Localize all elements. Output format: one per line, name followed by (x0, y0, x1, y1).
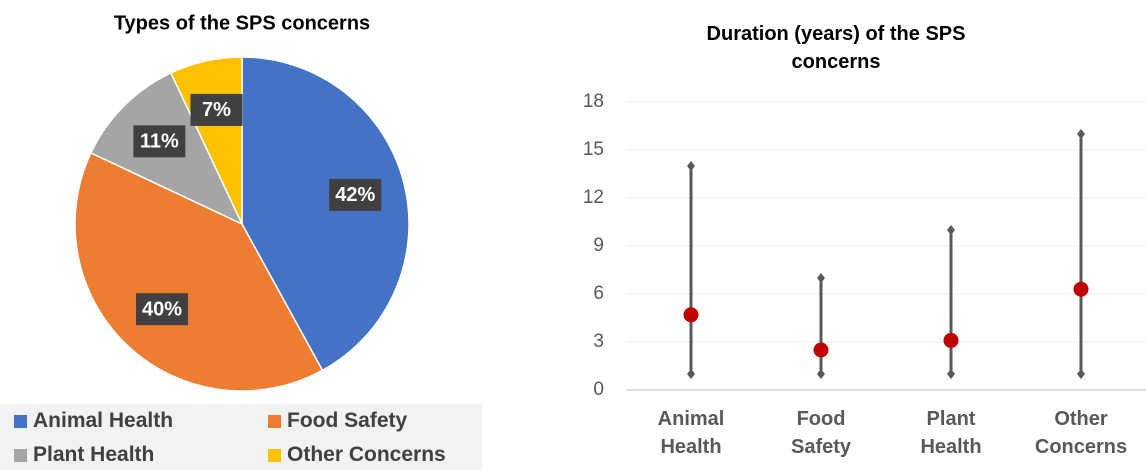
y-tick-label: 0 (593, 379, 604, 400)
legend-item: Food Safety (268, 406, 407, 436)
label-box (135, 293, 188, 326)
legend-swatch (268, 448, 281, 462)
range-end (817, 369, 825, 379)
x-tick-label: Other Concerns (1034, 408, 1128, 458)
mean-dot (683, 307, 699, 323)
data-label: 40% (142, 298, 182, 320)
y-tick-label: 6 (593, 283, 604, 304)
label-box (133, 125, 186, 158)
range-end (687, 369, 695, 379)
y-tick-label: 18 (583, 91, 604, 112)
legend-item: Plant Health (14, 440, 154, 470)
legend-label: Animal Health (33, 409, 174, 432)
data-label: 42% (335, 184, 375, 206)
x-tick-label: Plant Health (920, 408, 982, 458)
mean-dot (1073, 281, 1089, 297)
x-tick-label: Animal Health (657, 408, 725, 458)
legend-item: Other Concerns (268, 440, 446, 470)
label-box (190, 93, 243, 126)
range-end (947, 369, 955, 379)
pie-title: Types of the SPS concerns (114, 12, 370, 34)
y-tick-label: 9 (593, 235, 604, 256)
legend-swatch (268, 414, 281, 428)
range-end (817, 273, 825, 283)
legend-item: Animal Health (14, 406, 173, 436)
legend-swatch (14, 414, 27, 428)
legend-label: Food Safety (287, 409, 408, 432)
mean-dot (943, 332, 959, 348)
legend-swatch (14, 448, 27, 462)
pie-slice (241, 56, 410, 372)
mean-dot (813, 342, 829, 358)
label-box (329, 178, 382, 211)
y-tick-label: 12 (583, 187, 604, 208)
y-tick-label: 3 (593, 331, 604, 352)
range-title: Duration (years) of the SPS concerns (706, 23, 966, 73)
data-label: 7% (202, 99, 231, 121)
range-end (1077, 369, 1085, 379)
y-tick-label: 15 (583, 139, 604, 160)
legend: Animal Health Food Safety Plant Health Othe… (0, 404, 482, 470)
data-label: 11% (140, 131, 179, 153)
legend-label: Plant Health (33, 443, 155, 466)
range-end (947, 225, 955, 235)
legend-label: Other Concerns (287, 443, 446, 466)
pie-slice (74, 151, 324, 392)
range-end (687, 161, 695, 171)
x-tick-label: Food Safety (790, 408, 852, 458)
range-end (1077, 129, 1085, 139)
